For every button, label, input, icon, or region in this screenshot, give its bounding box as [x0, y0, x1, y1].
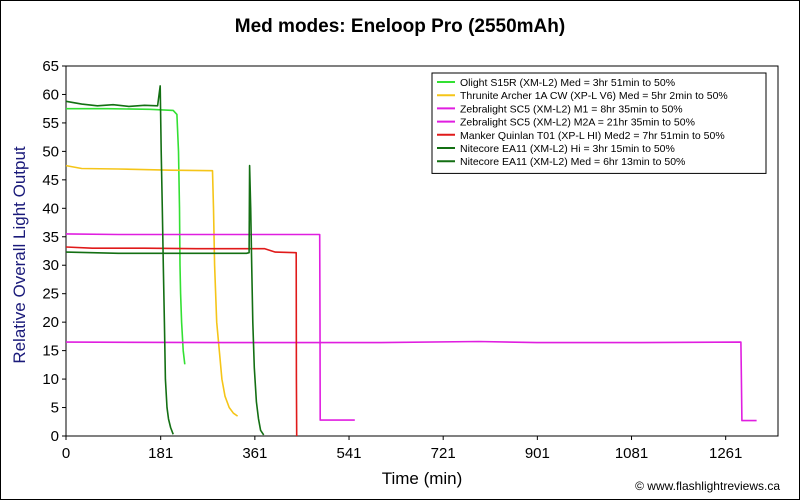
x-tick-label: 181 [148, 445, 173, 462]
legend-entry: Nitecore EA11 (XM-L2) Hi = 3hr 15min to … [460, 143, 675, 155]
y-tick-label: 15 [42, 343, 59, 360]
series-line-4 [65, 340, 757, 422]
x-axis-label: Time (min) [381, 469, 463, 488]
y-tick-label: 0 [51, 428, 59, 445]
y-tick-label: 25 [42, 286, 59, 303]
series-line-5 [65, 246, 298, 437]
chart-title: Med modes: Eneloop Pro (2550mAh) [234, 16, 566, 37]
y-tick-label: 55 [42, 115, 59, 132]
x-tick-label: 361 [242, 445, 267, 462]
legend-entry: Manker Quinlan T01 (XP-L HI) Med2 = 7hr … [460, 130, 725, 142]
x-tick-label: 541 [337, 445, 362, 462]
x-tick-label: 0 [62, 445, 70, 462]
x-tick-label: 901 [525, 445, 550, 462]
y-tick-label: 50 [42, 143, 59, 160]
series-line-1 [66, 107, 186, 365]
legend-entry: Zebralight SC5 (XM-L2) M2A = 21hr 35min … [460, 117, 695, 129]
legend-entry: Nitecore EA11 (XM-L2) Med = 6hr 13min to… [460, 156, 685, 168]
legend-entry: Olight S15R (XM-L2) Med = 3hr 51min to 5… [460, 77, 675, 89]
x-tick-label: 721 [431, 445, 456, 462]
y-tick-label: 5 [51, 400, 59, 417]
y-tick-label: 65 [42, 58, 59, 75]
series-line-7 [65, 164, 265, 436]
series-line-2 [65, 164, 239, 417]
y-tick-label: 10 [42, 371, 59, 388]
series-line-6 [65, 85, 174, 435]
y-tick-label: 40 [42, 200, 59, 217]
legend-entry: Zebralight SC5 (XM-L2) M1 = 8hr 35min to… [460, 103, 683, 115]
series-line-3 [65, 233, 355, 421]
x-tick-label: 1081 [615, 445, 648, 462]
legend-box [431, 72, 767, 174]
y-tick-label: 35 [42, 229, 59, 246]
legend-entry: Thrunite Archer 1A CW (XP-L V6) Med = 5h… [460, 90, 728, 102]
x-tick-label: 1261 [709, 445, 742, 462]
y-tick-label: 20 [42, 314, 59, 331]
y-tick-label: 60 [42, 86, 59, 103]
y-tick-label: 45 [42, 172, 59, 189]
copyright-footer: © www.flashlightreviews.ca [635, 479, 780, 493]
y-tick-label: 30 [42, 257, 59, 274]
